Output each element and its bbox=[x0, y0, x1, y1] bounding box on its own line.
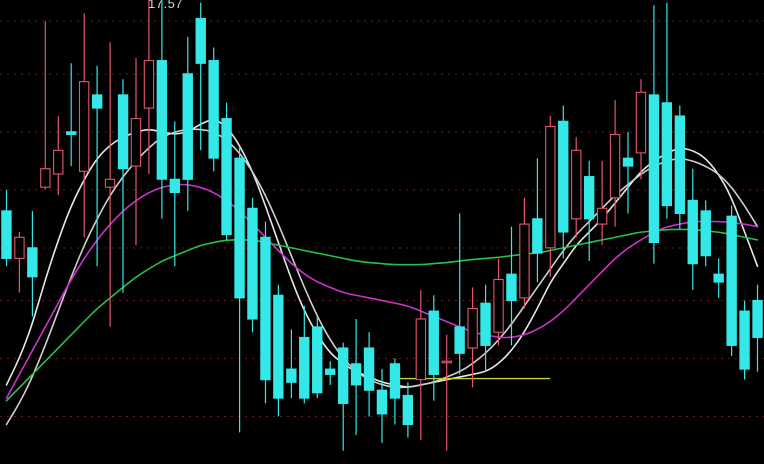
candlestick bbox=[221, 102, 232, 240]
candlestick bbox=[480, 284, 491, 372]
candlestick bbox=[324, 361, 336, 385]
candlestick bbox=[66, 63, 77, 167]
candlestick bbox=[661, 2, 673, 219]
candlestick bbox=[635, 79, 647, 180]
candlestick bbox=[726, 205, 737, 356]
candlestick bbox=[143, 0, 155, 174]
candlestick bbox=[40, 21, 51, 190]
candlestick bbox=[622, 131, 634, 214]
candlestick bbox=[713, 258, 724, 298]
candlestick bbox=[117, 79, 129, 293]
candlestick bbox=[402, 382, 414, 438]
candlestick bbox=[234, 147, 245, 433]
candlestick bbox=[104, 42, 116, 327]
candlestick bbox=[583, 160, 595, 261]
candlestick bbox=[27, 210, 38, 317]
candlestick bbox=[674, 105, 686, 230]
candlestick bbox=[415, 290, 427, 441]
candlestick bbox=[571, 137, 582, 238]
candlestick bbox=[273, 284, 284, 417]
candlestick bbox=[752, 284, 763, 372]
candlestick bbox=[14, 232, 25, 293]
candlestick bbox=[156, 0, 168, 219]
candlestick bbox=[596, 160, 608, 246]
candlestick bbox=[91, 65, 103, 267]
candlestick bbox=[467, 287, 478, 388]
candlestick bbox=[454, 213, 465, 375]
candlestick bbox=[609, 100, 621, 227]
candlestick bbox=[428, 295, 439, 401]
candlestick bbox=[739, 300, 750, 380]
candlestick bbox=[169, 121, 181, 267]
candlestick bbox=[648, 5, 660, 264]
candlestick-series bbox=[1, 0, 763, 451]
candlestick bbox=[493, 258, 504, 346]
candlestick bbox=[299, 305, 310, 404]
candlestick bbox=[376, 369, 388, 443]
candlestick bbox=[1, 189, 12, 267]
candlestick bbox=[260, 221, 271, 404]
candlestick bbox=[53, 116, 64, 196]
candlestick bbox=[545, 116, 556, 277]
candlestick bbox=[519, 197, 530, 309]
candlestick bbox=[700, 200, 711, 267]
candlestick bbox=[286, 329, 297, 399]
candlestick bbox=[389, 358, 401, 425]
candlestick bbox=[441, 334, 452, 451]
candlestick bbox=[247, 197, 258, 333]
candlestick bbox=[506, 226, 517, 346]
candlestick bbox=[312, 316, 323, 399]
candlestick bbox=[363, 332, 375, 417]
candlestick bbox=[208, 47, 219, 172]
candlestick bbox=[532, 158, 543, 283]
candlestick bbox=[350, 319, 362, 435]
candlestick bbox=[687, 168, 698, 290]
candlestick bbox=[130, 58, 142, 246]
candlestick bbox=[182, 36, 193, 211]
candlestick bbox=[337, 342, 349, 451]
candlestick bbox=[195, 2, 206, 151]
candlestick bbox=[78, 13, 90, 238]
candlestick bbox=[558, 105, 569, 259]
